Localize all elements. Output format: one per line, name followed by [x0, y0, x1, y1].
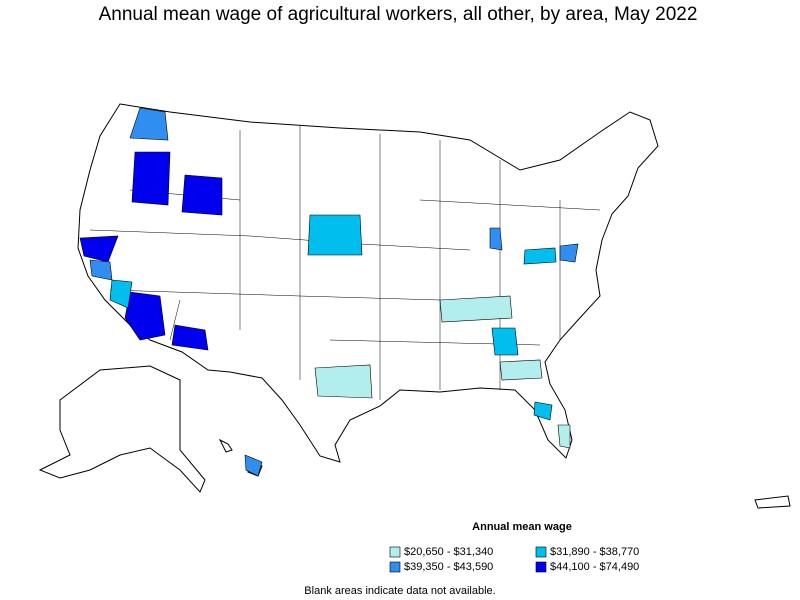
legend-swatch: [535, 546, 547, 558]
wage-area: [489, 227, 503, 251]
legend-swatch: [389, 546, 401, 558]
legend-label: $31,890 - $38,770: [550, 546, 639, 558]
wage-area: [131, 151, 171, 206]
wage-area: [171, 324, 209, 351]
wage-area: [124, 291, 166, 341]
legend-swatch: [389, 561, 401, 573]
legend: $20,650 - $31,340 $31,890 - $38,770 $39,35…: [389, 546, 639, 573]
wage-area: [244, 454, 263, 477]
alaska: [38, 365, 206, 493]
wage-area: [499, 359, 543, 381]
wage-area: [491, 327, 519, 356]
wage-area: [109, 279, 133, 309]
wage-area: [533, 401, 553, 421]
legend-title: Annual mean wage: [472, 521, 572, 533]
puerto-rico: [754, 495, 791, 509]
wage-area: [439, 295, 513, 323]
footnote: Blank areas indicate data not available.: [304, 585, 495, 597]
legend-label: $39,350 - $43,590: [404, 561, 493, 573]
wage-area: [307, 214, 363, 256]
map-title: Annual mean wage of agricultural workers…: [99, 4, 698, 25]
legend-label: $44,100 - $74,490: [550, 561, 639, 573]
wage-area: [557, 424, 571, 449]
wage-area: [314, 364, 373, 399]
wage-regions: [79, 107, 579, 477]
legend-swatch: [535, 561, 547, 573]
wage-area: [181, 174, 223, 216]
wage-area: [559, 243, 579, 263]
wage-area: [523, 247, 557, 265]
legend-label: $20,650 - $31,340: [404, 546, 493, 558]
wage-area: [129, 107, 169, 141]
